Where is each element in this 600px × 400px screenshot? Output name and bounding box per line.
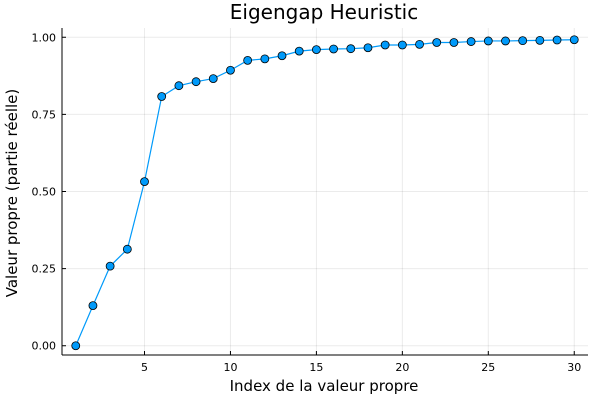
x-tick-label: 25 <box>481 361 495 374</box>
data-point <box>208 74 218 83</box>
x-tick-label: 15 <box>309 361 323 374</box>
y-tick-label: 0.00 <box>32 340 57 353</box>
data-point <box>140 177 149 187</box>
x-tick-label: 20 <box>395 361 409 374</box>
y-tick-label: 0.50 <box>32 186 57 199</box>
data-point <box>174 81 184 91</box>
data-point <box>105 261 115 271</box>
x-tick-label: 5 <box>141 361 148 374</box>
data-point <box>552 35 562 45</box>
data-point <box>71 341 81 351</box>
data-point <box>432 38 442 47</box>
data-point <box>518 36 528 46</box>
tick-labels: 5 10 15 20 25 30 0.00 0.25 0.50 0.75 1.00 <box>32 31 582 374</box>
data-point <box>277 51 287 61</box>
x-tick-label: 10 <box>223 361 237 374</box>
data-point <box>88 301 98 311</box>
y-axis-label: Valeur propre (partie réelle) <box>3 89 21 298</box>
data-point <box>329 44 338 54</box>
data-point <box>122 244 132 254</box>
data-point <box>380 40 390 50</box>
data-point <box>466 37 476 46</box>
x-axis-label: Index de la valeur propre <box>230 377 419 395</box>
series-line <box>75 39 575 346</box>
data-point <box>346 44 356 54</box>
data-point <box>535 35 545 45</box>
x-tick-label: 30 <box>567 361 581 374</box>
data-point <box>483 36 493 46</box>
data-point <box>243 55 253 65</box>
y-tick-label: 0.25 <box>32 263 57 276</box>
data-point <box>569 35 579 45</box>
y-tick-label: 1.00 <box>32 31 57 44</box>
data-point <box>226 65 235 75</box>
data-point <box>363 43 373 53</box>
data-point <box>397 40 407 50</box>
series-layer <box>71 35 579 351</box>
data-point <box>501 36 510 46</box>
data-point <box>260 54 270 64</box>
data-point <box>449 38 459 47</box>
data-point <box>294 46 304 56</box>
axis-layer <box>61 28 588 356</box>
grid-layer <box>62 28 588 355</box>
y-tick-label: 0.75 <box>32 108 57 121</box>
data-point <box>312 45 321 54</box>
chart-title: Eigengap Heuristic <box>230 0 419 24</box>
data-point <box>191 77 201 87</box>
data-point <box>415 39 424 49</box>
data-point <box>157 92 167 101</box>
